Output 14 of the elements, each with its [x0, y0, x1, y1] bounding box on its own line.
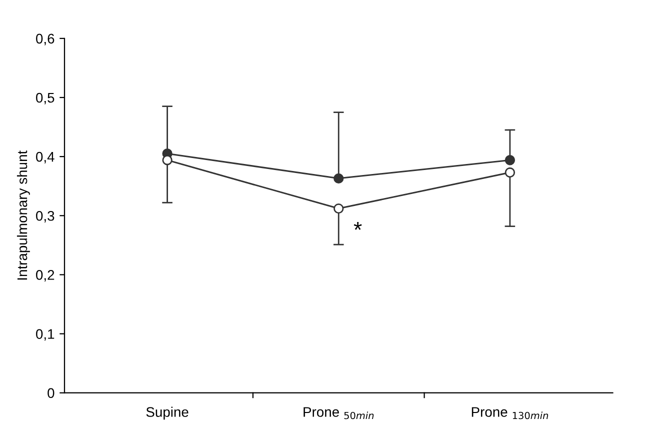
x-tick-label: Prone $_{50min}$ — [304, 407, 374, 420]
y-tick-label: 0,2 — [36, 270, 54, 282]
y-tick-label: 0,3 — [36, 210, 54, 222]
y-tick-label: 0,1 — [36, 329, 54, 341]
x-tick-label: Prone $_{130min}$ — [472, 407, 548, 420]
y-tick-label: 0,6 — [36, 34, 54, 46]
y-axis-title: Intrapulmonary shunt — [16, 150, 30, 280]
annotation: * — [354, 222, 362, 230]
point — [334, 173, 344, 184]
x-tick-label: Supine — [146, 406, 188, 420]
y-tick-label: 0,5 — [36, 92, 54, 104]
point — [504, 155, 516, 166]
y-tick-label: 0 — [48, 388, 54, 398]
y-tick-label: 0,4 — [36, 152, 54, 164]
